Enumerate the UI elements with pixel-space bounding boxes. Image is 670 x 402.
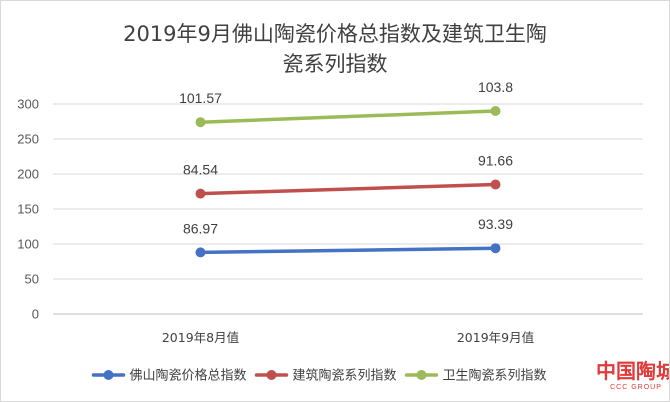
legend-marker-0 xyxy=(103,370,114,380)
legend-label-1: 建筑陶瓷系列指数 xyxy=(293,368,397,384)
series-lines xyxy=(195,106,501,258)
x-tick-label-0: 2019年8月值 xyxy=(162,330,239,345)
y-tick-label-100: 100 xyxy=(17,237,39,252)
y-tick-label-150: 150 xyxy=(17,202,39,217)
series-1-label-0: 84.54 xyxy=(183,162,218,178)
y-tick-label-300: 300 xyxy=(17,97,39,112)
legend-label-2: 卫生陶瓷系列指数 xyxy=(443,368,547,384)
y-tick-label-250: 250 xyxy=(17,132,39,147)
watermark-logo: 中国陶城 CCC GROUP xyxy=(596,359,669,391)
legend-label-0: 佛山陶瓷价格总指数 xyxy=(130,368,247,384)
chart-title: 2019年9月佛山陶瓷价格总指数及建筑卫生陶 瓷系列指数 xyxy=(123,22,547,76)
series-1-label-1: 91.66 xyxy=(478,153,513,169)
y-tick-label-200: 200 xyxy=(17,167,39,182)
series-line-0 xyxy=(198,246,498,255)
legend-marker-1 xyxy=(266,370,277,380)
series-2-point-0 xyxy=(195,117,206,128)
watermark-text: 中国陶城 xyxy=(596,359,669,383)
x-axis: 2019年8月值 2019年9月值 xyxy=(162,330,534,345)
series-line-2 xyxy=(198,109,498,124)
series-2-label-0: 101.57 xyxy=(179,90,222,106)
series-line-1 xyxy=(198,182,498,196)
gridlines xyxy=(53,103,643,315)
legend-marker-2 xyxy=(416,370,427,380)
data-labels: 86.97 93.39 84.54 91.66 101.57 103.8 xyxy=(179,79,513,236)
chart-title-line-1: 2019年9月佛山陶瓷价格总指数及建筑卫生陶 xyxy=(123,22,547,46)
x-tick-label-1: 2019年9月值 xyxy=(457,330,534,345)
series-0-point-0 xyxy=(195,247,206,258)
y-tick-label-50: 50 xyxy=(25,272,39,287)
series-0-point-1 xyxy=(490,243,501,254)
y-axis: 0 50 100 150 200 250 300 xyxy=(17,97,39,322)
legend: 佛山陶瓷价格总指数 建筑陶瓷系列指数 卫生陶瓷系列指数 xyxy=(91,368,547,384)
y-tick-label-0: 0 xyxy=(32,307,39,322)
watermark-subtext: CCC GROUP xyxy=(610,384,662,391)
chart-title-line-2: 瓷系列指数 xyxy=(283,52,388,76)
series-1-point-0 xyxy=(195,188,206,199)
series-2-point-1 xyxy=(490,106,501,116)
series-1-point-1 xyxy=(490,179,501,190)
series-2-label-1: 103.8 xyxy=(478,79,513,95)
series-0-label-1: 93.39 xyxy=(478,216,513,232)
series-0-label-0: 86.97 xyxy=(183,220,218,236)
